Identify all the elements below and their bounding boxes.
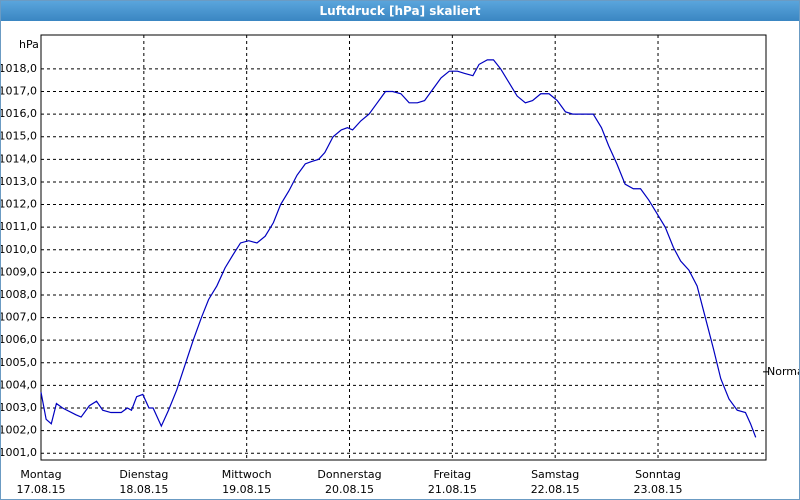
x-tick-date: 21.08.15 [428, 483, 477, 496]
x-tick-date: 18.08.15 [119, 483, 168, 496]
x-tick-date: 20.08.15 [325, 483, 374, 496]
x-tick-label: Montag [20, 468, 61, 481]
x-tick-label: Mittwoch [222, 468, 272, 481]
annotation: Normal [767, 365, 799, 378]
y-tick-label: 1018,0 [1, 62, 37, 75]
x-tick-label: Sonntag [635, 468, 681, 481]
y-tick-label: 1007,0 [1, 311, 37, 324]
x-tick-label: Donnerstag [317, 468, 381, 481]
x-tick-date: 19.08.15 [222, 483, 271, 496]
y-tick-label: 1004,0 [1, 378, 37, 391]
x-tick-label: Samstag [531, 468, 579, 481]
line [40, 59, 757, 438]
y-tick-label: 1003,0 [1, 401, 37, 414]
y-tick-label: 1010,0 [1, 243, 37, 256]
y-tick-label: 1009,0 [1, 265, 37, 278]
y-tick-label: 1008,0 [1, 288, 37, 301]
y-tick-label: 1017,0 [1, 85, 37, 98]
y-unit: hPa [19, 38, 39, 51]
y-tick-label: 1014,0 [1, 152, 37, 165]
y-tick-label: 1011,0 [1, 220, 37, 233]
x-tick-label: Freitag [434, 468, 472, 481]
x-tick-date: 17.08.15 [17, 483, 66, 496]
y-tick-label: 1015,0 [1, 130, 37, 143]
x-tick-date: 22.08.15 [531, 483, 580, 496]
y-tick-label: 1016,0 [1, 107, 37, 120]
y-tick-label: 1002,0 [1, 424, 37, 437]
plot-frame [40, 34, 767, 461]
x-tick-date: 23.08.15 [634, 483, 683, 496]
y-tick-label: 1013,0 [1, 175, 37, 188]
y-tick-label: 1012,0 [1, 198, 37, 211]
y-tick-label: 1006,0 [1, 333, 37, 346]
y-tick-label: 1001,0 [1, 446, 37, 459]
title-bar: Luftdruck [hPa] skaliert [1, 1, 799, 21]
x-tick-label: Dienstag [119, 468, 168, 481]
chart: hPa 1001,0 1002,0 1003,0 1004,0 1005,0 1006,0… [1, 34, 799, 496]
y-tick-label: 1005,0 [1, 356, 37, 369]
